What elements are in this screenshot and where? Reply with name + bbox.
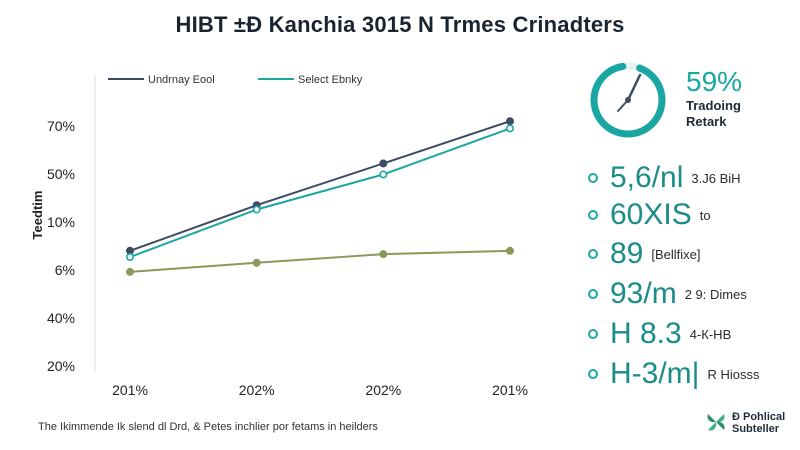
x-tick-labels: 201% 202% 202% 201%: [112, 382, 528, 398]
stat-row-3: 89 [Bellfixe]: [588, 236, 701, 272]
stat-value: H 8.3: [610, 317, 682, 350]
stat-note: R Hiosss: [707, 366, 760, 382]
y-tick-label: 20%: [47, 358, 75, 374]
data-point: [379, 170, 388, 179]
legend: Undrnay Eool Select Ebnky: [108, 74, 363, 86]
data-point: [505, 246, 514, 255]
series-line-1: [129, 120, 511, 252]
gauge-arc: [590, 62, 666, 138]
series-line-2: [129, 127, 511, 259]
stat-value: 93/m: [610, 277, 677, 310]
stat-value: 5,6/nl: [610, 161, 684, 194]
gauge-needle: [626, 73, 642, 102]
gauge-hub: [625, 97, 631, 103]
series-line-3: [129, 249, 511, 273]
x-tick-label: 201%: [112, 382, 148, 398]
y-tick-label: 50%: [47, 166, 75, 182]
brand-line2: Subteller: [732, 423, 780, 435]
data-point: [252, 205, 261, 214]
stat-value: 60XIS: [610, 198, 692, 231]
x-tick-label: 202%: [365, 382, 401, 398]
footer-caption: The Ikimmende Ik slend dl Drd, & Petes i…: [38, 421, 378, 433]
bullet-icon: [588, 369, 598, 379]
gauge: [588, 60, 678, 150]
legend-label: Undrnay Eool: [148, 74, 215, 86]
data-point: [505, 117, 514, 126]
stat-row-5: H 8.3 4-К-HB: [588, 316, 731, 352]
stat-note: [Bellfixe]: [651, 246, 701, 262]
data-point: [126, 267, 135, 276]
leaf-logo-icon: [707, 414, 725, 431]
x-tick-label: 202%: [239, 382, 275, 398]
y-axis-label: Teedtim: [30, 191, 45, 240]
gauge-label: Tradoing Retark: [686, 98, 786, 130]
gauge-value: 59%: [686, 66, 743, 97]
brand-line1: Ð Pohlical: [732, 411, 786, 423]
gauge-label-line2: Retark: [686, 114, 727, 129]
bullet-icon: [588, 249, 598, 259]
x-tick-label: 201%: [492, 382, 528, 398]
data-point: [505, 124, 514, 133]
gauge-svg: [590, 62, 666, 138]
y-tick-label: 6%: [55, 262, 75, 278]
stat-note: 2 9: Dimes: [684, 286, 747, 302]
stat-value: H-3/m|: [610, 357, 700, 390]
stat-note: 4-К-HB: [689, 326, 732, 342]
stat-row-2: 60XIS to: [588, 197, 711, 233]
stat-note: 3.J6 BiH: [691, 170, 741, 186]
stat-row-6: H-3/m| R Hiosss: [588, 356, 759, 392]
stat-row-4: 93/m 2 9: Dimes: [588, 276, 747, 312]
stat-row-1: 5,6/nl 3.J6 BiH: [588, 160, 741, 196]
bullet-icon: [588, 289, 598, 299]
legend-label: Select Ebnky: [298, 74, 363, 86]
y-tick-labels: 20% 40% 6% 10% 50% 70%: [47, 118, 75, 374]
bullet-icon: [588, 210, 598, 220]
series-group: [126, 117, 514, 276]
data-point: [379, 250, 388, 259]
y-tick-label: 10%: [47, 214, 75, 230]
chart-title: HIBT ±Ð Kanchia 3015 N Trmes Crinadters: [175, 12, 625, 37]
bullet-icon: [588, 329, 598, 339]
stat-value: 89: [610, 237, 644, 270]
bullet-icon: [588, 173, 598, 183]
data-point: [379, 159, 388, 168]
y-tick-label: 40%: [47, 310, 75, 326]
data-point: [252, 258, 261, 267]
y-tick-label: 70%: [47, 118, 75, 134]
brand-name: Ð Pohlical Subteller: [732, 411, 785, 435]
gauge-label-line1: Tradoing: [686, 98, 741, 113]
stat-note: to: [699, 207, 711, 223]
data-point: [126, 253, 135, 262]
